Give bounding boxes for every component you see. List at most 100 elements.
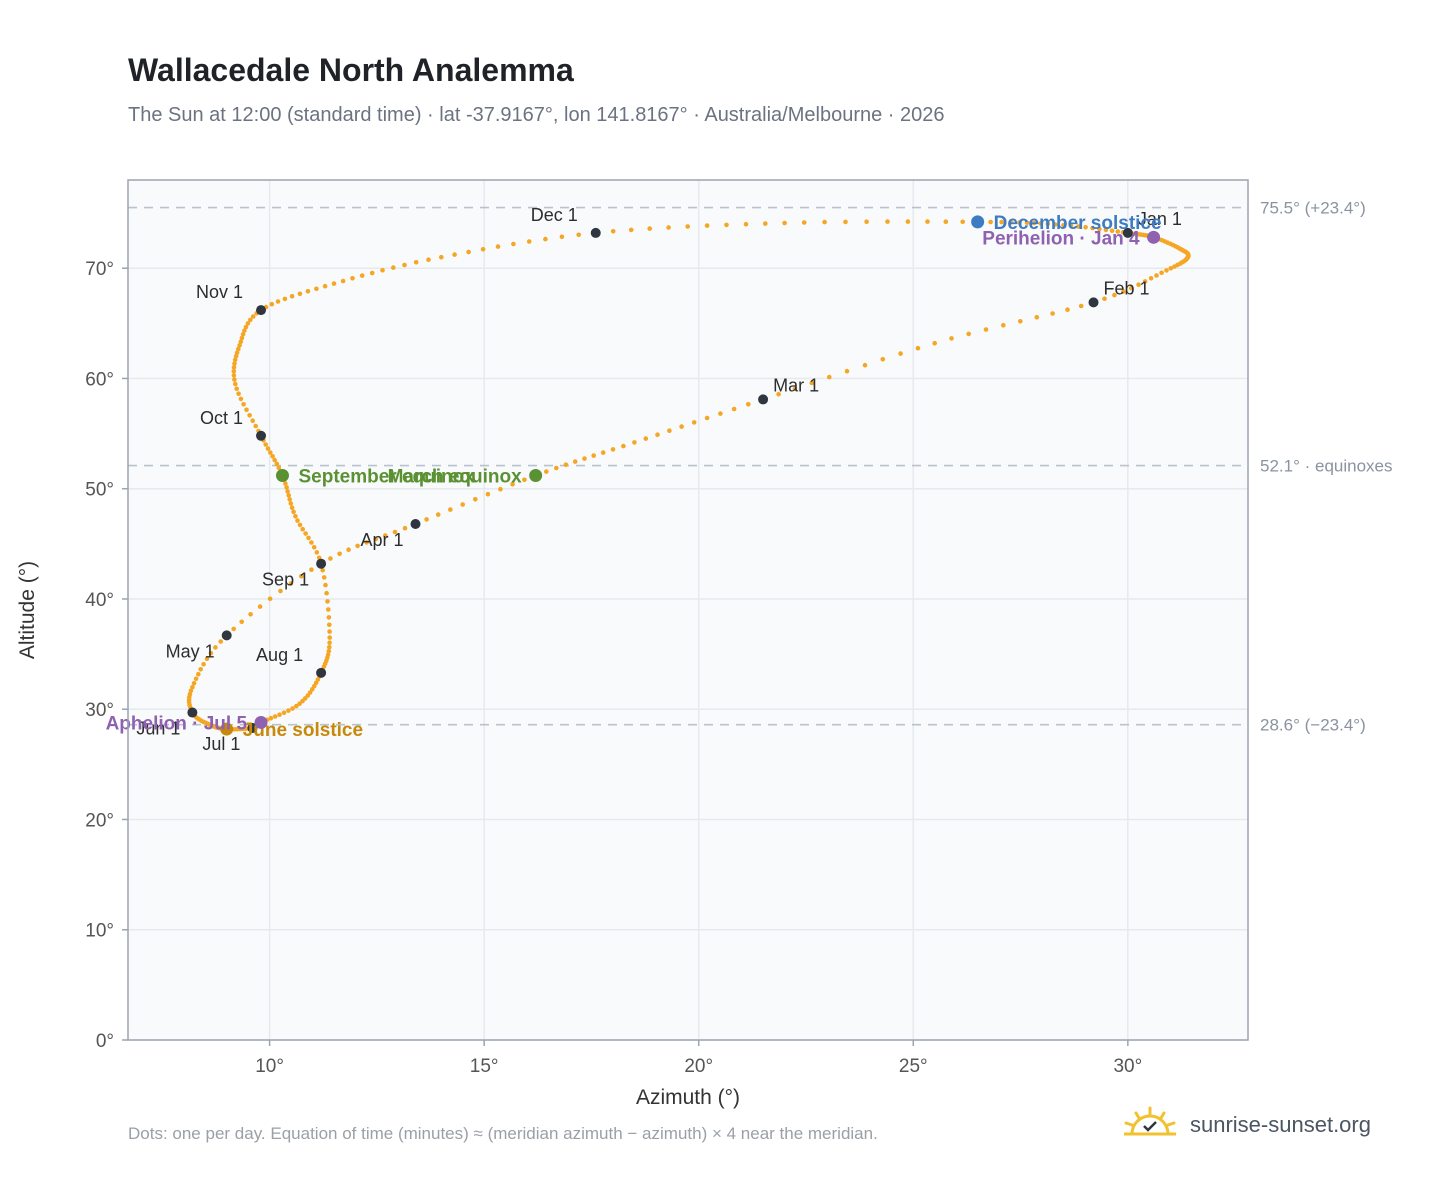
daily-dot <box>320 567 326 573</box>
daily-dot <box>231 626 236 632</box>
daily-dot <box>380 268 385 273</box>
daily-dot <box>543 236 548 242</box>
daily-dot <box>238 339 244 345</box>
daily-dot <box>628 227 634 233</box>
daily-dot <box>231 373 237 378</box>
daily-dot <box>355 543 360 549</box>
month-marker <box>590 227 601 238</box>
daily-dot <box>299 574 304 579</box>
daily-dot <box>233 354 239 359</box>
plot-area <box>128 180 1248 1040</box>
daily-dot <box>337 551 342 557</box>
daily-dot <box>763 221 768 226</box>
daily-dot <box>510 482 515 487</box>
daily-dot <box>925 219 930 224</box>
daily-dot <box>359 273 365 278</box>
daily-dot <box>268 450 273 455</box>
daily-dot <box>232 361 237 366</box>
daily-dots <box>186 219 1191 732</box>
daily-dot <box>1109 228 1115 233</box>
daily-dot <box>283 481 288 486</box>
daily-dot <box>281 710 287 715</box>
daily-dot <box>240 332 246 337</box>
daily-dot <box>983 327 989 332</box>
daily-dot <box>250 314 256 319</box>
daily-dot <box>272 457 278 463</box>
daily-dot <box>1129 285 1134 291</box>
daily-dot <box>554 465 559 471</box>
daily-dot <box>306 535 311 541</box>
daily-dot <box>245 321 251 326</box>
daily-dot <box>495 244 501 249</box>
daily-dot <box>327 640 332 645</box>
daily-dot <box>277 712 282 717</box>
daily-dot <box>287 497 293 502</box>
daily-dot <box>782 220 787 226</box>
daily-dot <box>746 402 751 407</box>
daily-dot <box>314 550 320 555</box>
event-marker <box>971 215 985 229</box>
daily-dot <box>655 432 660 438</box>
daily-dot <box>402 525 408 531</box>
daily-dot <box>452 252 457 257</box>
daily-dot <box>231 369 237 374</box>
brand-logo[interactable]: sunrise-sunset.org <box>1120 1104 1420 1148</box>
daily-dot <box>327 644 332 650</box>
daily-dot <box>610 229 616 234</box>
x-tick-label: 15° <box>470 1056 499 1077</box>
daily-dot <box>435 512 441 517</box>
x-tick-label: 25° <box>899 1056 928 1077</box>
daily-dot <box>269 301 275 307</box>
daily-dot <box>314 286 319 292</box>
daily-dot <box>843 219 848 225</box>
daily-dot <box>244 407 249 413</box>
daily-dot <box>582 456 587 461</box>
daily-dot <box>544 469 549 474</box>
daily-dot <box>309 540 314 545</box>
daily-dot <box>704 223 710 228</box>
plot-frame <box>127 179 1249 1041</box>
daily-dot <box>327 629 332 634</box>
daily-dot <box>1017 220 1022 225</box>
daily-dot <box>325 652 331 657</box>
daily-dot <box>392 529 398 535</box>
event-label: June solstice <box>243 720 363 741</box>
daily-dot <box>364 540 370 545</box>
daily-dot <box>286 708 291 713</box>
daily-dot <box>915 345 921 351</box>
daily-dot <box>247 413 252 418</box>
month-label: Jan 1 <box>1138 209 1182 229</box>
daily-dot <box>1159 270 1164 276</box>
daily-dot <box>988 219 993 225</box>
month-marker <box>256 430 267 441</box>
event-marker <box>254 715 268 729</box>
daily-dot <box>239 335 245 341</box>
daily-dot <box>383 533 388 538</box>
daily-dot <box>325 599 330 604</box>
daily-dot <box>591 453 596 458</box>
daily-dot <box>326 615 332 620</box>
daily-dot <box>563 462 569 468</box>
chart-title: Wallacedale North Analemma <box>128 52 574 88</box>
daily-dot <box>1061 222 1066 228</box>
daily-dot <box>239 619 244 625</box>
daily-dot <box>242 328 247 333</box>
daily-dot <box>324 590 329 596</box>
x-tick-label: 20° <box>684 1056 713 1077</box>
y-tick-label: 10° <box>85 921 114 942</box>
daily-dot <box>290 706 295 711</box>
daily-dot <box>460 502 466 507</box>
daily-dot <box>647 226 652 231</box>
y-tick-label: 70° <box>85 259 114 280</box>
event-marker <box>275 468 289 482</box>
month-label: Sep 1 <box>262 570 309 590</box>
month-marker <box>1088 297 1099 308</box>
daily-dot <box>297 291 303 297</box>
y-tick-label: 40° <box>85 590 114 611</box>
daily-dot <box>307 690 313 695</box>
daily-dot <box>880 357 886 362</box>
event-marker <box>529 468 543 482</box>
daily-dot <box>822 219 827 225</box>
daily-dot <box>234 386 239 392</box>
daily-dot <box>943 219 949 224</box>
